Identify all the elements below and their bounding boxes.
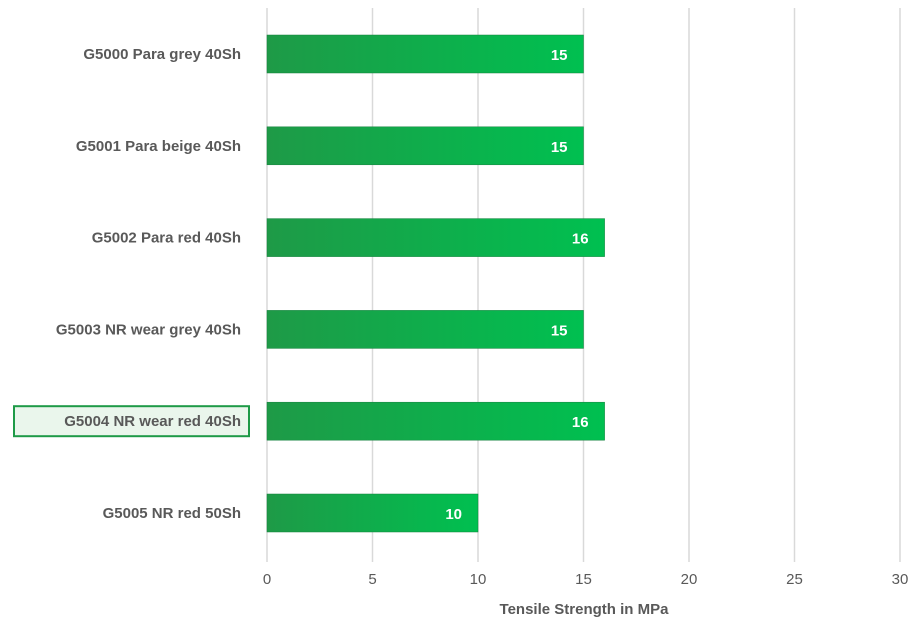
category-highlight (13, 405, 250, 438)
value-labels: 15 15 16 15 16 10 (445, 47, 588, 523)
value-label-2: 16 (572, 231, 589, 248)
x-tick-label-5: 5 (368, 571, 376, 588)
bars (266, 34, 605, 533)
category-label-3: G5003 NR wear grey 40Sh (56, 321, 241, 338)
bar-4 (266, 401, 605, 441)
value-label-4: 16 (572, 414, 589, 431)
x-tick-label-30: 30 (892, 571, 909, 588)
x-tick-label-0: 0 (263, 571, 271, 588)
category-label-4: G5004 NR wear red 40Sh (64, 413, 241, 430)
value-label-5: 10 (445, 506, 462, 523)
x-axis-title: Tensile Strength in MPa (500, 601, 670, 618)
x-tick-label-25: 25 (786, 571, 803, 588)
category-label-1: G5001 Para beige 40Sh (76, 138, 241, 155)
bar-1 (266, 126, 584, 166)
value-label-0: 15 (551, 47, 568, 64)
value-label-1: 15 (551, 139, 568, 156)
gridlines (266, 8, 901, 562)
value-label-3: 15 (551, 322, 568, 339)
category-label-0: G5000 Para grey 40Sh (83, 46, 241, 63)
bar-2 (266, 218, 605, 257)
bar-3 (266, 310, 584, 349)
category-label-2: G5002 Para red 40Sh (92, 230, 241, 247)
x-tick-label-15: 15 (575, 571, 592, 588)
x-tick-label-20: 20 (681, 571, 698, 588)
highlight-box-4 (13, 405, 250, 438)
bar-0 (266, 34, 584, 74)
x-tick-labels: 0 5 10 15 20 25 30 (263, 571, 909, 588)
category-labels: G5000 Para grey 40Sh G5001 Para beige 40S… (56, 46, 241, 522)
bar-5 (266, 493, 479, 533)
x-tick-label-10: 10 (470, 571, 487, 588)
category-label-5: G5005 NR red 50Sh (103, 505, 241, 522)
